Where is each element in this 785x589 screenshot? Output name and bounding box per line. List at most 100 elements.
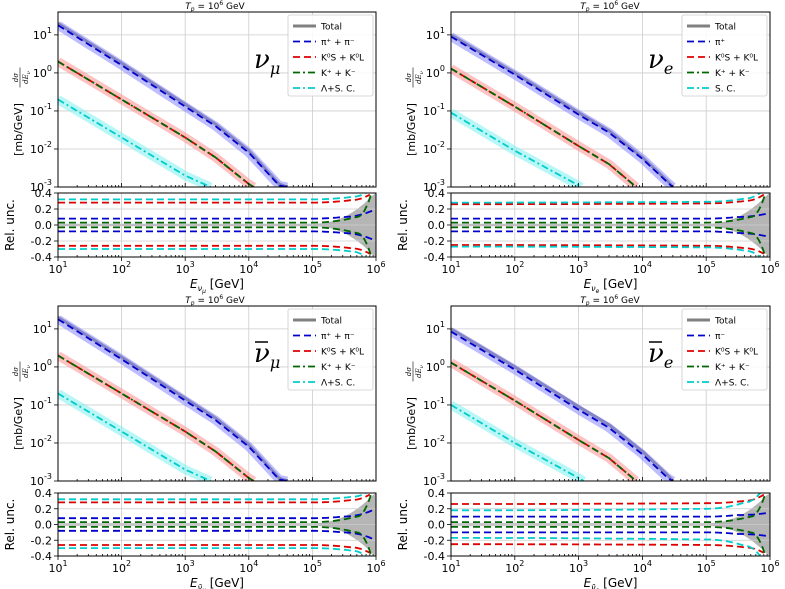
xtick-base: 10	[441, 562, 455, 575]
y-axis-label-text: [mb/GeV]	[405, 397, 418, 450]
xtick-exp: 4	[253, 559, 258, 568]
y-axis-frac-top: dσ	[405, 73, 413, 82]
ytick-base: 10	[423, 437, 437, 450]
x-axis-label-e: E	[584, 576, 592, 589]
ratio-line-Kpm-upper	[58, 193, 373, 224]
x-axis-label-sub: ν	[198, 284, 203, 293]
ratio-line-K0-lower	[58, 544, 371, 554]
legend-label-Total: Total	[714, 23, 736, 33]
ratio-line-Kpm-lower	[58, 226, 373, 257]
ytick-base: 10	[33, 29, 47, 42]
ytick-exp: 0	[440, 64, 445, 73]
y-axis-frac-bottom: dEν	[415, 365, 425, 378]
ratio-line-Kpm-upper	[451, 193, 767, 224]
ytick-label-0: 101	[426, 26, 445, 42]
legend-label-LambdaSC: Λ+S. C.	[321, 379, 355, 389]
xtick-label-5: 106	[760, 559, 779, 575]
title-sub: p	[585, 6, 590, 13]
legend-label-K0: K⁰S + K⁰L	[321, 348, 364, 358]
ratio-line-Kpm-lower	[451, 526, 767, 556]
x-axis-label-subsub: e	[596, 587, 600, 589]
ytick-exp: 1	[440, 26, 445, 35]
xtick-base: 10	[112, 562, 126, 575]
ytick-base: 10	[33, 361, 47, 374]
xtick-label-2: 103	[176, 260, 195, 276]
ytick-base: 10	[30, 399, 44, 412]
ytick-label-0: 101	[33, 26, 52, 42]
xtick-exp: 1	[62, 260, 67, 269]
ratio-line-pions-lower	[58, 529, 376, 542]
y-axis-label-text: [mb/GeV]	[12, 397, 25, 450]
ytick-base: 10	[423, 181, 437, 194]
title-base: T	[185, 2, 192, 12]
frac-bot-sub: ν	[419, 365, 425, 368]
title-base: T	[580, 296, 587, 306]
ratio-line-K0-upper	[451, 493, 765, 505]
ytick-exp: 0	[47, 64, 52, 73]
ytick-label-3: 10-2	[423, 434, 445, 450]
ytick-label-1: 100	[426, 64, 445, 80]
x-axis-label-sub: ν̄	[591, 583, 596, 589]
ytick-base: 10	[30, 475, 44, 488]
title-sub: p	[190, 6, 195, 13]
frac-top-text: dσ	[12, 73, 20, 82]
flavor-label: νμ	[254, 45, 280, 78]
ytick-label-2: 10-1	[30, 396, 52, 412]
legend-label-Kpm: K⁺ + K⁻	[715, 363, 750, 373]
title-mid: = 10	[195, 2, 220, 12]
xtick-label-3: 104	[633, 559, 652, 575]
ytick-exp: -3	[437, 472, 445, 481]
xtick-exp: 4	[253, 260, 258, 269]
legend-label-Total: Total	[714, 317, 736, 327]
ytick-exp: 1	[440, 320, 445, 329]
ratio-line-pions-upper	[58, 208, 376, 220]
frac-bot-text: dE	[22, 368, 30, 378]
ratio-tick-label-1: 0.2	[35, 203, 53, 216]
x-axis-label-unit: [GeV]	[206, 576, 244, 589]
y-axis-frac-bottom: dEν	[415, 71, 425, 84]
xtick-base: 10	[760, 263, 774, 276]
ytick-label-4: 10-3	[423, 472, 445, 488]
legend-box	[681, 14, 768, 97]
ratio-tick-label-3: -0.2	[31, 534, 52, 547]
ratio-line-Kpm-lower	[58, 526, 373, 556]
ratio-line-LambdaSC-lower	[451, 537, 761, 556]
ytick-base: 10	[423, 143, 437, 156]
xtick-base: 10	[633, 263, 647, 276]
ratio-line-LambdaSC-lower	[58, 547, 367, 556]
xtick-exp: 2	[519, 260, 524, 269]
frac-bot-sub: ν	[419, 71, 425, 74]
y-axis-frac-bottom: dEν	[22, 71, 32, 84]
ytick-label-4: 10-3	[30, 178, 52, 194]
ytick-label-2: 10-1	[423, 396, 445, 412]
ytick-base: 10	[426, 323, 440, 336]
xtick-label-1: 102	[505, 559, 524, 575]
xtick-label-0: 101	[441, 260, 460, 276]
title-base: T	[580, 2, 587, 12]
ratio-line-K0-lower	[58, 244, 371, 255]
ratio-series	[451, 493, 770, 556]
series-line-pions	[58, 318, 288, 481]
flavor-sub: e	[664, 353, 673, 372]
panel-title: Tp = 106 GeV	[580, 0, 640, 13]
xtick-label-4: 105	[697, 559, 716, 575]
xtick-base: 10	[48, 562, 62, 575]
xtick-label-4: 105	[697, 260, 716, 276]
xtick-exp: 4	[647, 559, 652, 568]
ratio-tick-label-0: 0.4	[35, 487, 53, 500]
ytick-base: 10	[33, 67, 47, 80]
main-axes-frame	[57, 11, 377, 188]
ratio-grid	[451, 492, 770, 557]
ratio-tick-label-3: -0.2	[424, 235, 445, 248]
ytick-label-1: 100	[426, 358, 445, 374]
ytick-exp: 0	[47, 358, 52, 367]
ytick-base: 10	[423, 475, 437, 488]
ratio-tick-label-1: 0.2	[428, 503, 446, 516]
legend-label-LambdaSC: Λ+S. C.	[715, 379, 749, 389]
y-axis-frac-top: dσ	[12, 73, 20, 82]
y-axis-label-text: [mb/GeV]	[12, 103, 25, 156]
legend-label-pions: π⁺ + π⁻	[321, 38, 355, 48]
panel-title: Tp = 106 GeV	[185, 294, 245, 307]
band-K0	[58, 57, 257, 187]
main-ticks	[450, 183, 771, 261]
